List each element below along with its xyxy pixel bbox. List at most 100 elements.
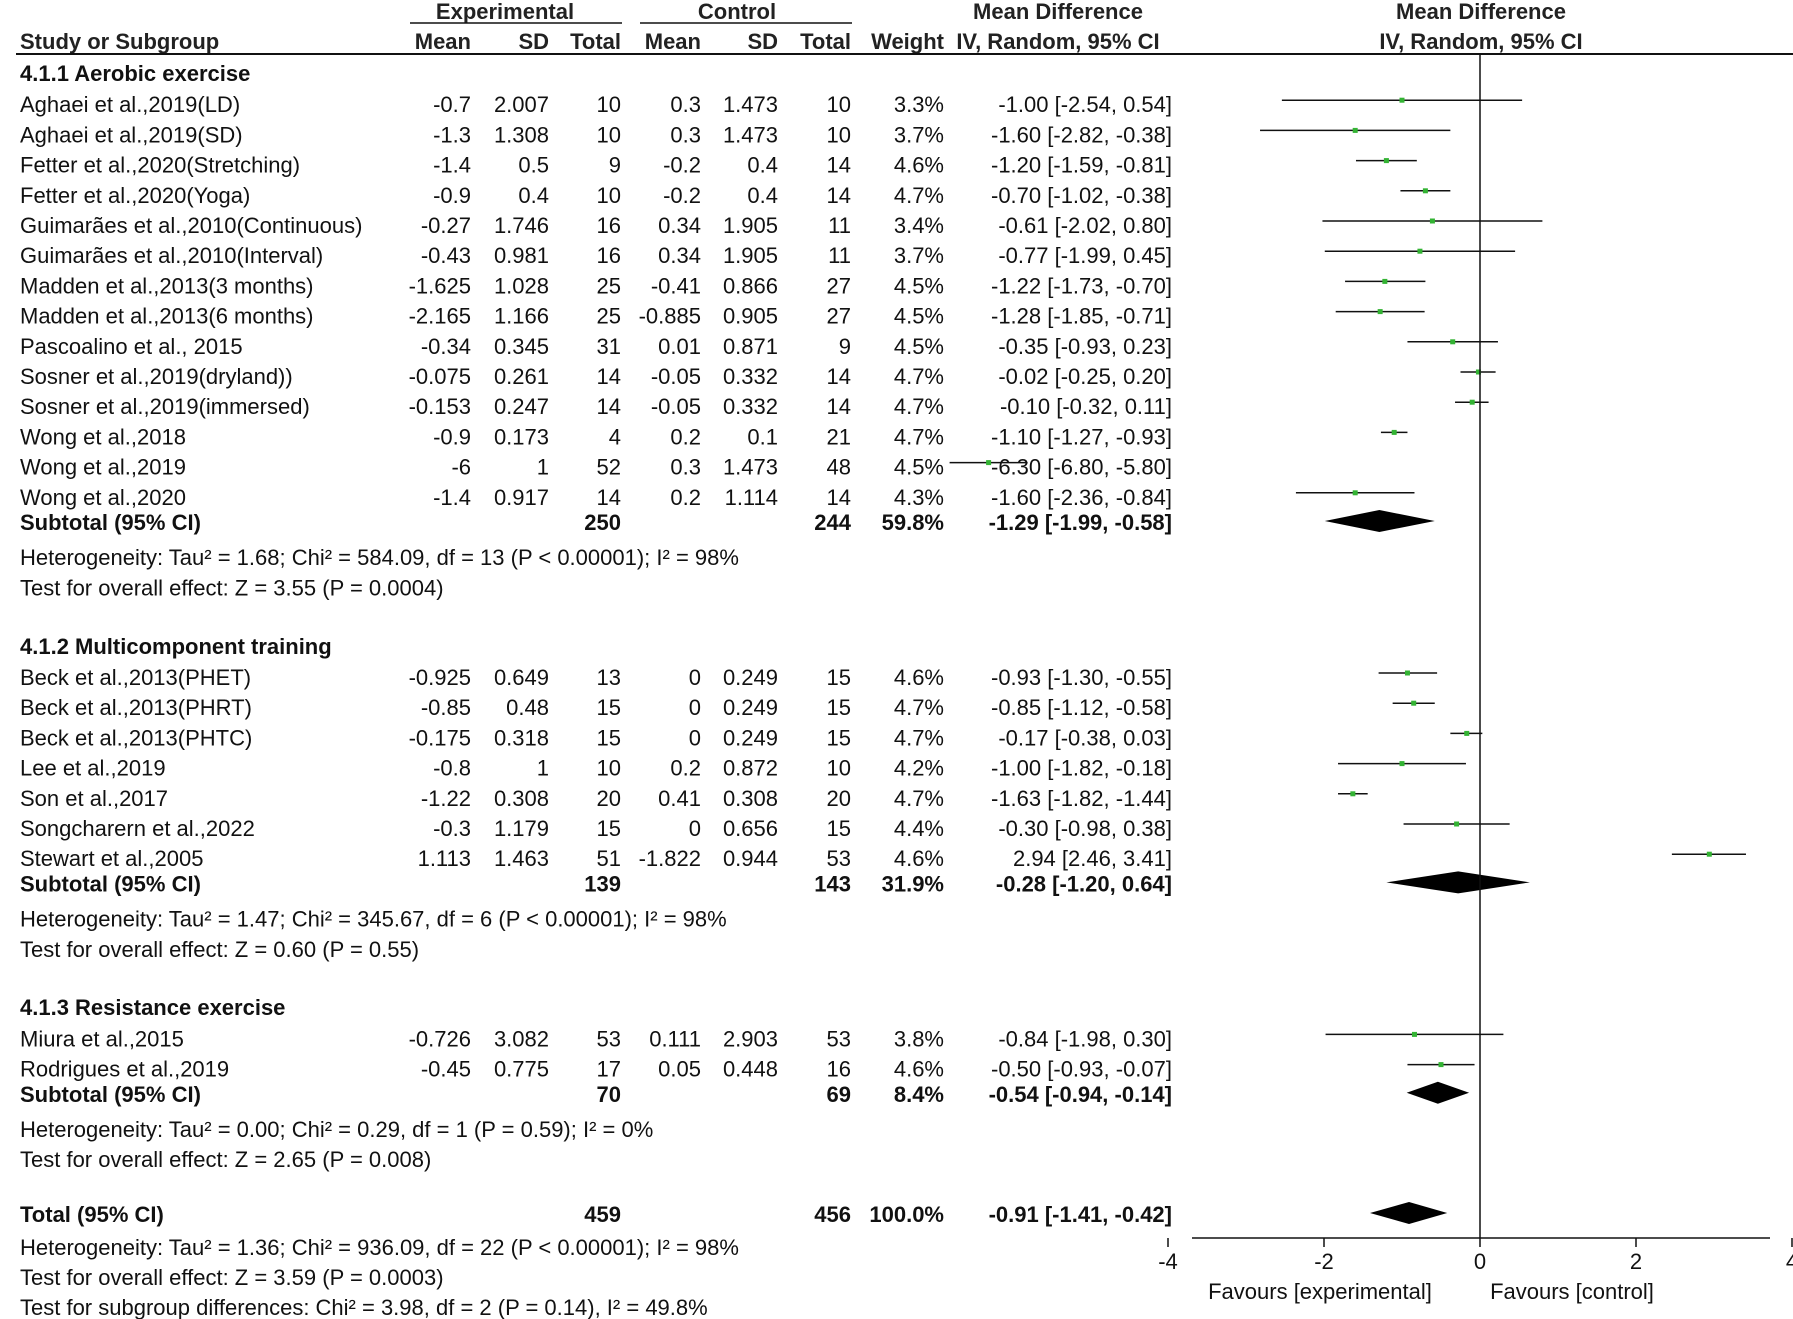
subtotal-exp-total: 250 [584,510,621,535]
study-name: Wong et al.,2020 [20,485,186,510]
point-estimate-box [1404,670,1410,676]
exp-total-value: 14 [597,394,621,419]
exp-total-value: 16 [597,213,621,238]
point-estimate-box [1417,248,1423,254]
ctrl-total-value: 14 [827,153,851,178]
exp-total-value: 10 [597,183,621,208]
exp-total-value: 10 [597,756,621,781]
weight-value: 4.4% [894,816,944,841]
ctrl-mean-value: 0.111 [649,1026,701,1051]
ctrl-total-value: 21 [827,424,851,449]
weight-value: 3.7% [894,122,944,147]
ctrl-total-value: 48 [827,455,851,480]
point-estimate-box [1399,97,1405,103]
ci-value: -0.77 [-1.99, 0.45] [998,243,1172,268]
header-study: Study or Subgroup [20,29,219,54]
ctrl-sd-value: 0.905 [723,304,778,329]
exp-total-value: 14 [597,485,621,510]
point-estimate-box [1411,1031,1417,1037]
ctrl-total-value: 27 [827,304,851,329]
study-name: Wong et al.,2019 [20,455,186,480]
exp-total-value: 17 [597,1057,621,1082]
ctrl-mean-value: -0.885 [639,304,701,329]
ci-value: -0.35 [-0.93, 0.23] [998,334,1172,359]
header-exp-total: Total [570,29,621,54]
header-weight: Weight [871,29,945,54]
ctrl-sd-value: 1.473 [723,455,778,480]
exp-sd-value: 0.5 [518,153,549,178]
study-name: Lee et al.,2019 [20,756,166,781]
exp-sd-value: 0.247 [494,394,549,419]
exp-mean-value: -0.85 [421,695,471,720]
x-tick-label: -2 [1314,1249,1334,1274]
exp-sd-value: 0.649 [494,665,549,690]
ctrl-mean-value: -0.2 [663,183,701,208]
x-tick-label: 2 [1630,1249,1642,1274]
total-label: Total (95% CI) [20,1202,164,1227]
ctrl-total-value: 20 [827,786,851,811]
ctrl-total-value: 14 [827,364,851,389]
weight-value: 4.6% [894,153,944,178]
study-name: Beck et al.,2013(PHTC) [20,725,252,750]
exp-mean-value: -0.726 [409,1026,471,1051]
exp-sd-value: 1.166 [494,304,549,329]
ctrl-total-value: 15 [827,695,851,720]
study-name: Madden et al.,2013(6 months) [20,304,314,329]
exp-total-value: 53 [597,1026,621,1051]
study-name: Songcharern et al.,2022 [20,816,255,841]
subtotal-weight: 8.4% [894,1082,944,1107]
exp-total-value: 15 [597,725,621,750]
ctrl-mean-value: 0.41 [658,786,701,811]
weight-value: 4.5% [894,273,944,298]
exp-mean-value: -1.3 [433,122,471,147]
ctrl-sd-value: 0.249 [723,725,778,750]
weight-value: 4.5% [894,334,944,359]
exp-total-value: 15 [597,816,621,841]
ctrl-mean-value: 0.05 [658,1057,701,1082]
ci-value: -0.50 [-0.93, -0.07] [991,1057,1172,1082]
point-estimate-box [1411,700,1417,706]
ctrl-sd-value: 1.473 [723,92,778,117]
ctrl-sd-value: 0.332 [723,364,778,389]
ci-value: -1.10 [-1.27, -0.93] [991,424,1172,449]
exp-mean-value: -1.625 [409,273,471,298]
exp-mean-value: -0.7 [433,92,471,117]
overall-effect-text: Test for overall effect: Z = 3.55 (P = 0… [20,575,444,600]
ci-value: -0.93 [-1.30, -0.55] [991,665,1172,690]
heterogeneity-text: Heterogeneity: Tau² = 1.47; Chi² = 345.6… [20,907,727,932]
point-estimate-box [1350,791,1356,797]
exp-sd-value: 1.179 [494,816,549,841]
exp-mean-value: -0.27 [421,213,471,238]
ctrl-mean-value: -0.05 [651,364,701,389]
exp-mean-value: -1.22 [421,786,471,811]
header-experimental: Experimental [436,0,574,24]
ctrl-total-value: 14 [827,394,851,419]
ctrl-sd-value: 2.903 [723,1026,778,1051]
ci-value: -0.61 [-2.02, 0.80] [998,213,1172,238]
study-name: Guimarães et al.,2010(Continuous) [20,213,362,238]
ctrl-total-value: 53 [827,846,851,871]
header-mean-difference-plot: Mean Difference [1396,0,1566,24]
ctrl-mean-value: -1.822 [639,846,701,871]
study-name: Fetter et al.,2020(Yoga) [20,183,250,208]
ctrl-sd-value: 0.1 [747,424,778,449]
footer-text: Test for overall effect: Z = 3.59 (P = 0… [20,1265,444,1290]
ctrl-mean-value: 0.34 [658,213,701,238]
point-estimate-box [1706,851,1712,857]
ctrl-mean-value: 0.34 [658,243,701,268]
subtotal-ci: -0.28 [-1.20, 0.64] [996,871,1172,896]
ctrl-sd-value: 0.872 [723,756,778,781]
exp-mean-value: -0.43 [421,243,471,268]
ci-value: -0.70 [-1.02, -0.38] [991,183,1172,208]
ci-value: -1.00 [-1.82, -0.18] [991,756,1172,781]
ci-value: -0.85 [-1.12, -0.58] [991,695,1172,720]
ctrl-total-value: 10 [827,122,851,147]
header-exp-sd: SD [518,29,549,54]
exp-mean-value: -0.153 [409,394,471,419]
point-estimate-box [1454,821,1460,827]
ci-value: -1.20 [-1.59, -0.81] [991,153,1172,178]
ci-value: -0.10 [-0.32, 0.11] [1000,394,1172,419]
weight-value: 4.5% [894,455,944,480]
study-name: Madden et al.,2013(3 months) [20,273,314,298]
ctrl-total-value: 15 [827,665,851,690]
